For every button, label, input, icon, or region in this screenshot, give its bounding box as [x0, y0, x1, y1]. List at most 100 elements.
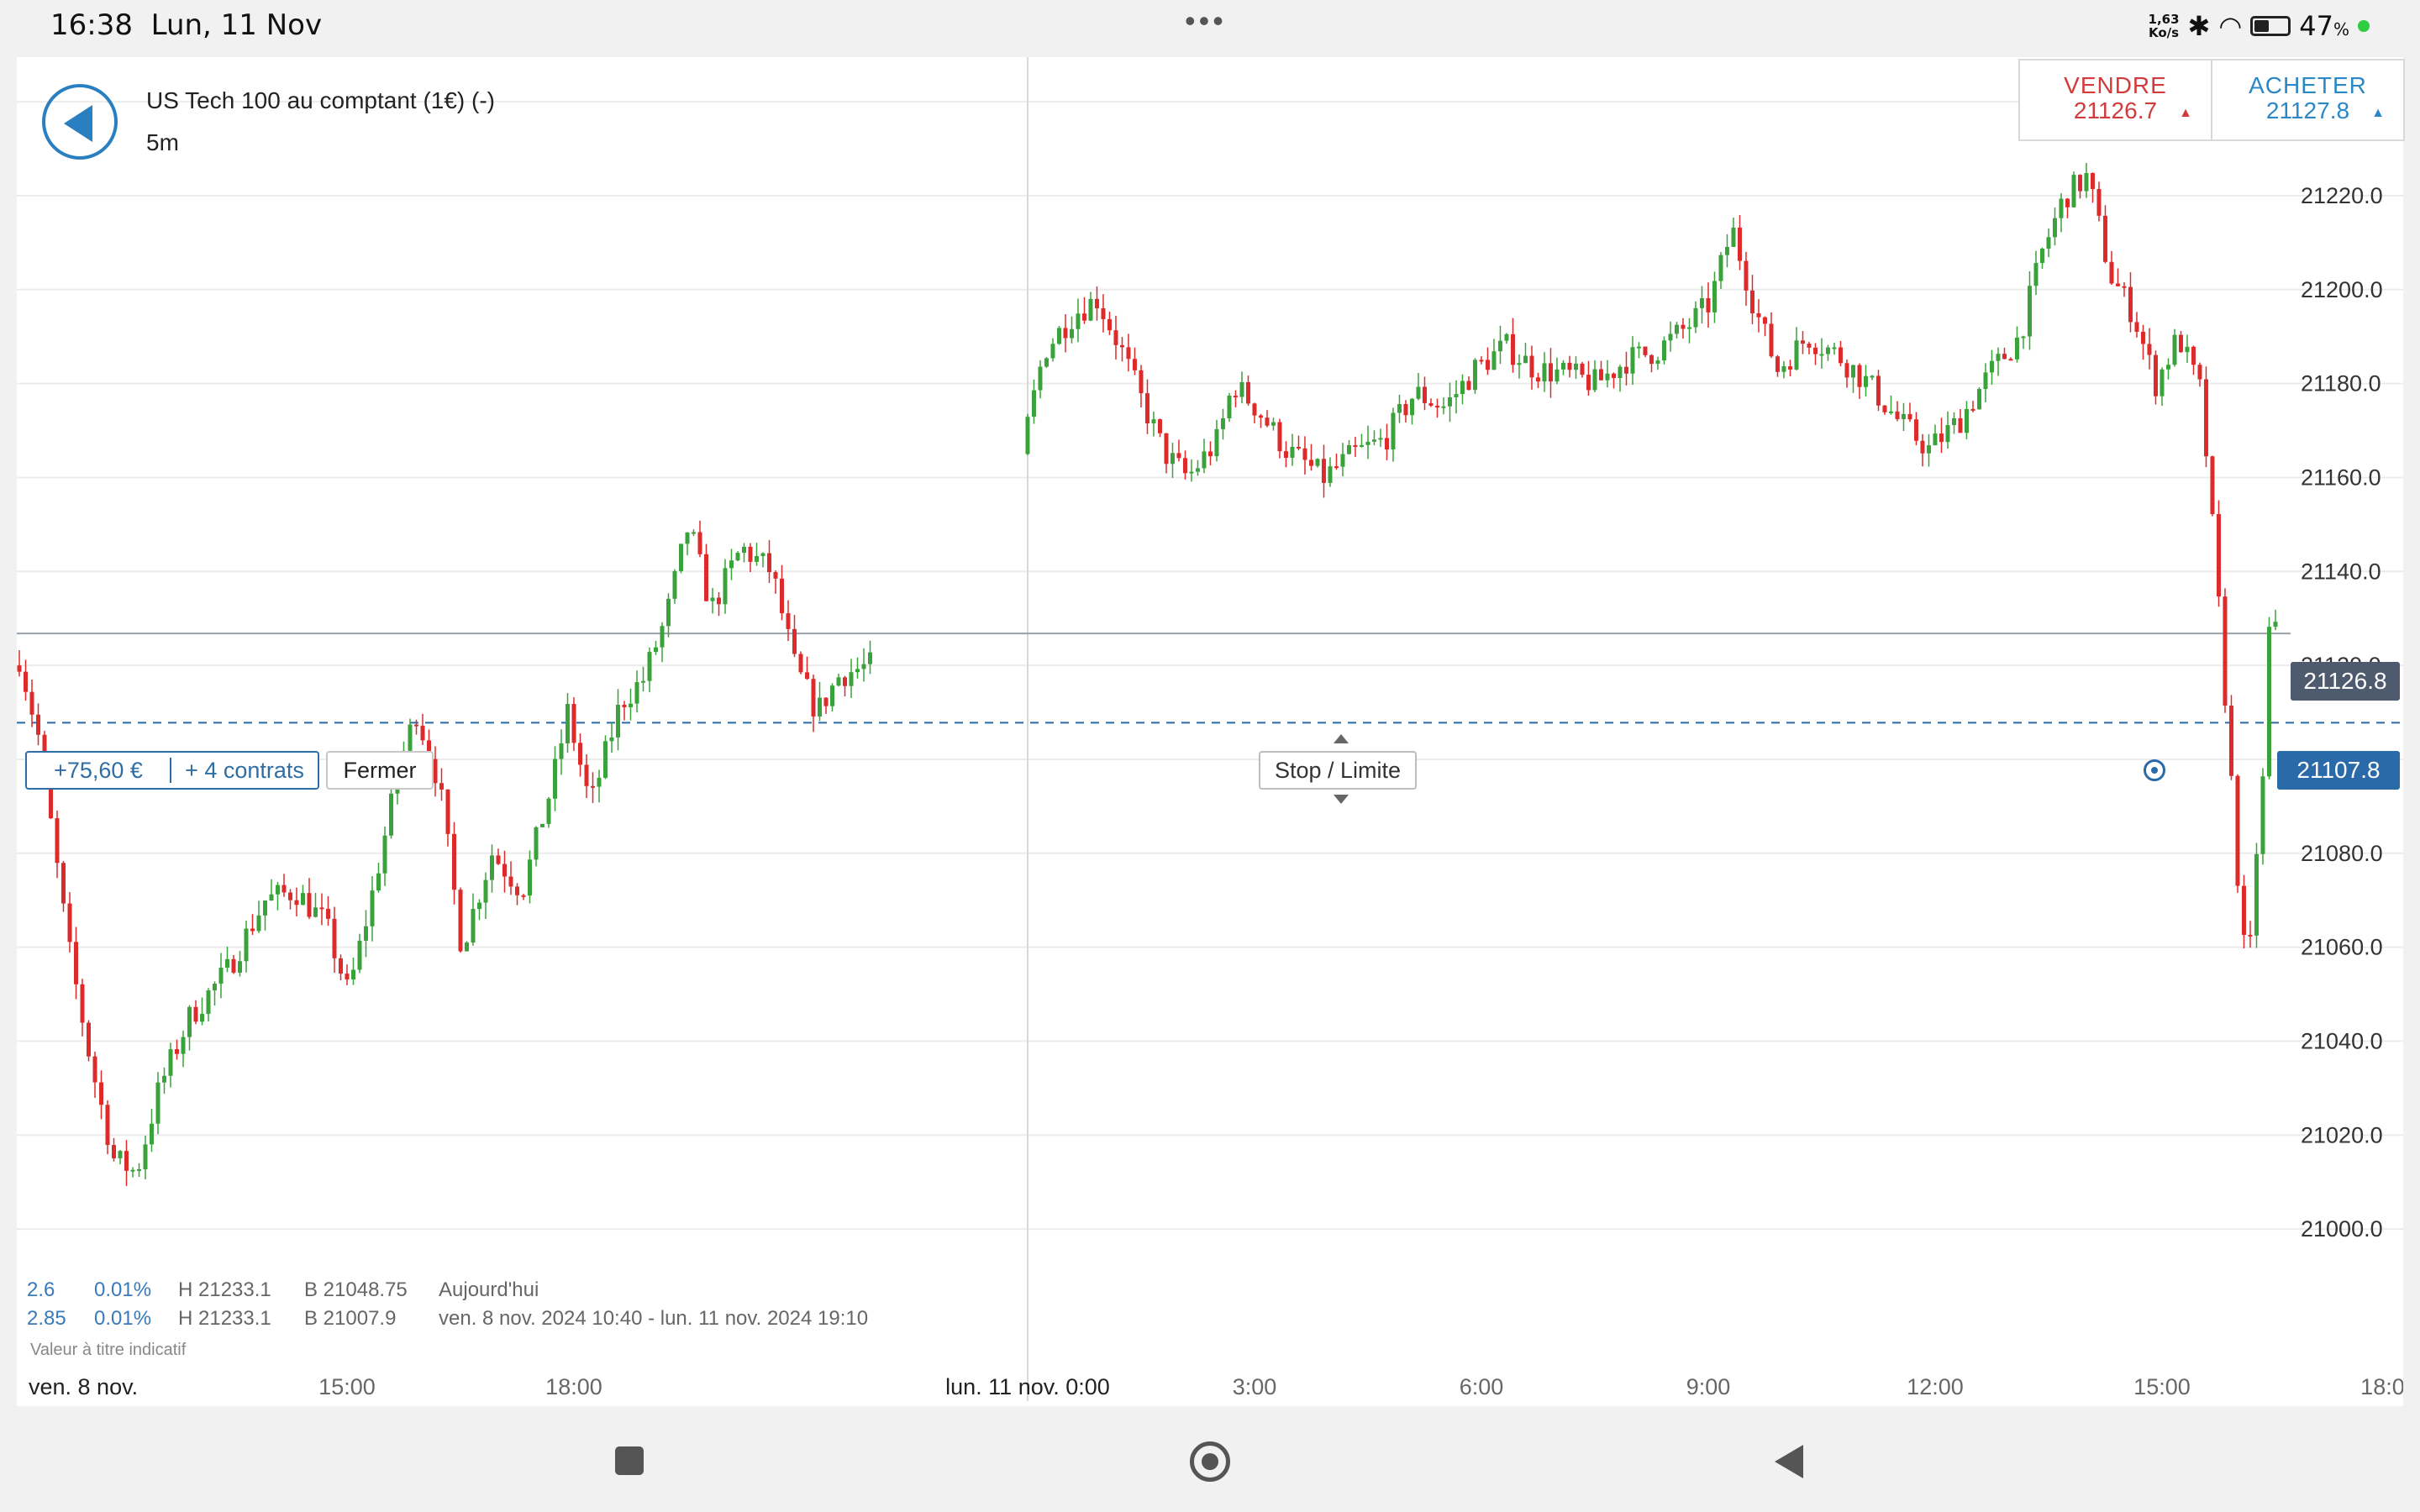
candle-body: [326, 908, 330, 919]
candle-body: [534, 827, 539, 860]
candle-body: [634, 682, 639, 704]
stat-high: H 21233.1: [178, 1307, 271, 1330]
candle-body: [616, 705, 620, 738]
price-chart[interactable]: 21000.021020.021040.021060.021080.021100…: [17, 57, 2403, 1406]
candle-body: [1113, 330, 1118, 345]
candle-body: [256, 915, 261, 932]
candle-body: [55, 818, 60, 864]
candle-body: [61, 863, 66, 904]
candle-body: [2153, 354, 2158, 396]
candle-body: [811, 679, 816, 717]
candle-body: [508, 876, 513, 887]
candle-body: [1939, 433, 1944, 443]
candle-body: [2039, 249, 2044, 264]
candle-body: [1510, 333, 1515, 365]
chart-panel: 21000.021020.021040.021060.021080.021100…: [17, 57, 2405, 1406]
position-info[interactable]: +75,60 € + 4 contrats: [25, 751, 319, 790]
candle-body: [376, 873, 381, 891]
candle-body: [710, 597, 715, 601]
nav-back-icon[interactable]: [1775, 1445, 1803, 1478]
x-tick-label: 15:00: [2133, 1374, 2191, 1399]
candle-body: [515, 886, 519, 895]
position-contracts: + 4 contrats: [185, 757, 304, 783]
sell-price: 21126.7: [2073, 97, 2158, 123]
candle-body: [672, 570, 677, 599]
candle-body: [200, 1013, 204, 1022]
x-tick-label: 3:00: [1233, 1374, 1277, 1399]
candle-body: [566, 704, 570, 743]
candle-body: [798, 654, 803, 673]
candle-body: [364, 926, 368, 941]
candle-body: [124, 1151, 129, 1171]
buy-button[interactable]: ACHETER 21127.8 ▲: [2211, 60, 2403, 139]
candle-body: [729, 560, 734, 569]
candle-body: [697, 532, 702, 554]
instrument-title: US Tech 100 au comptant (1€) (-): [146, 87, 496, 113]
candle-body: [622, 705, 627, 707]
sell-button[interactable]: VENDRE 21126.7 ▲: [2020, 60, 2211, 139]
candle-body: [1888, 411, 1893, 413]
stat-period: ven. 8 nov. 2024 10:40 - lun. 11 nov. 20…: [439, 1307, 869, 1330]
candle-body: [1958, 417, 1963, 433]
candle-body: [1693, 307, 1698, 328]
candle-body: [641, 680, 645, 683]
candle-body: [1176, 453, 1181, 459]
recent-apps-icon[interactable]: [615, 1446, 644, 1475]
candle-body: [1038, 366, 1043, 391]
candle-body: [67, 903, 72, 942]
candle-body: [1876, 375, 1881, 406]
candle-body: [1762, 317, 1767, 324]
candle-body: [1592, 369, 1597, 391]
stop-drag-down-icon[interactable]: [1334, 795, 1349, 804]
status-dots[interactable]: •••: [1185, 3, 1227, 38]
candle-body: [723, 568, 728, 605]
battery-icon: [2250, 16, 2291, 36]
candle-body: [786, 613, 791, 629]
y-tick-label: 21060.0: [2301, 935, 2383, 960]
candle-body: [742, 546, 746, 554]
candle-body: [584, 764, 589, 786]
home-icon[interactable]: [1190, 1441, 1230, 1482]
candle-body: [471, 909, 476, 943]
candle-body: [2210, 456, 2215, 515]
candle-body: [345, 974, 350, 979]
stop-drag-up-icon[interactable]: [1334, 734, 1349, 743]
candle-body: [1933, 433, 1938, 446]
y-tick-label: 21140.0: [2301, 559, 2381, 584]
candle-body: [1371, 439, 1376, 442]
timeframe-label[interactable]: 5m: [146, 129, 179, 155]
candle-body: [1031, 390, 1036, 417]
last-price-tag: 21126.8: [2291, 662, 2400, 701]
candle-body: [439, 783, 444, 790]
candle-body: [87, 1022, 91, 1057]
candle-body: [591, 785, 595, 788]
back-button[interactable]: [42, 84, 118, 160]
candle-body: [263, 900, 267, 916]
candle-body: [2096, 188, 2102, 216]
candle-body: [1409, 398, 1414, 416]
candle-body: [2178, 334, 2183, 353]
candle-body: [1290, 446, 1295, 458]
y-tick-label: 21080.0: [2301, 841, 2383, 866]
entry-marker-icon[interactable]: [2144, 759, 2165, 781]
candle-body: [755, 555, 759, 562]
candle-body: [1812, 347, 1818, 354]
candle-body: [578, 743, 582, 765]
candle-body: [99, 1082, 103, 1105]
candle-body: [1787, 366, 1792, 370]
candle-body: [218, 967, 224, 984]
candle-body: [1346, 445, 1351, 454]
stat-change: 2.85: [27, 1307, 66, 1330]
candle-body: [1598, 369, 1603, 381]
stop-limit-button[interactable]: Stop / Limite: [1259, 751, 1417, 790]
candle-body: [1378, 438, 1383, 440]
candle-body: [181, 1037, 186, 1054]
x-tick-label: 9:00: [1686, 1374, 1731, 1399]
candle-body: [49, 770, 53, 819]
close-position-button[interactable]: Fermer: [326, 751, 434, 790]
candle-body: [1857, 365, 1862, 387]
candle-body: [1441, 406, 1446, 408]
entry-price-tag[interactable]: 21107.8: [2277, 751, 2400, 790]
candle-body: [1416, 386, 1421, 399]
candle-body: [861, 664, 866, 669]
